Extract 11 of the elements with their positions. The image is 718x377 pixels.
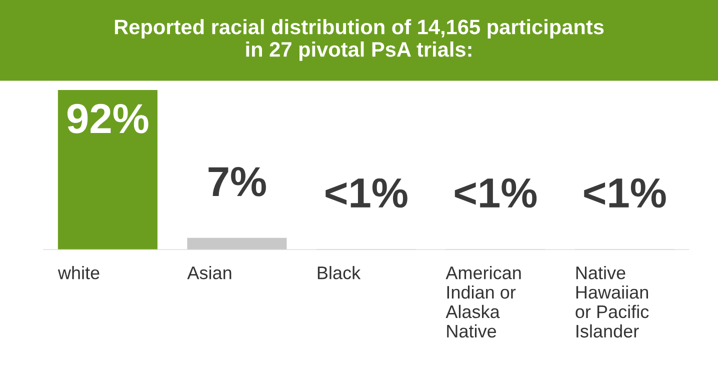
data-label: 92% [67,104,148,134]
x-tick-label: white [58,266,100,280]
x-tick-label: Black [318,266,361,280]
x-tick-label: American Indian or Alaska Native [446,266,521,338]
data-label: 7% [208,167,266,196]
data-label: <1% [326,178,408,208]
data-label: <1% [454,178,537,208]
data-label: <1% [584,178,666,208]
x-tick-label: Asian [187,266,232,280]
x-tick-label: Native Hawaiian or Pacific Islander [576,266,649,338]
chart-title: Reported racial distribution of 14,165 participants in 27 pivotal PsA trials: [114,19,604,61]
